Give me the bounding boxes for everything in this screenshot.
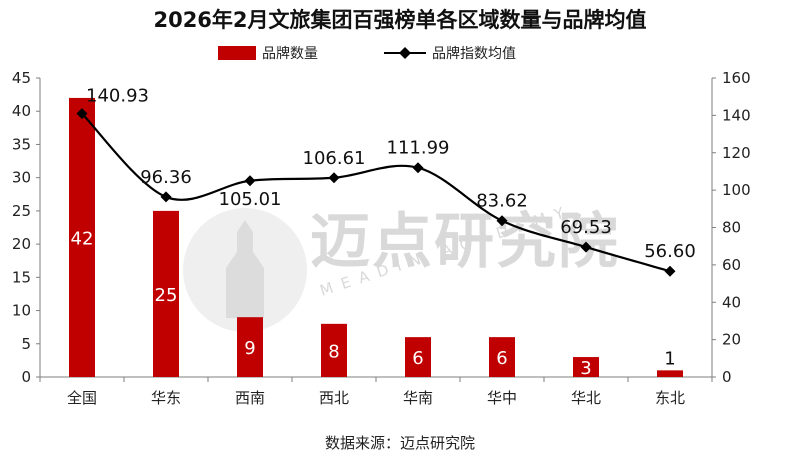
chart-source: 数据来源：迈点研究院 [324,434,475,452]
line-data-label: 69.53 [560,217,612,238]
y-left-tick-label: 40 [12,102,31,120]
y-right-tick-label: 20 [722,331,741,349]
bar [405,337,431,377]
line-point-marker [412,162,424,174]
bar-data-label: 3 [580,358,591,379]
bar [69,97,95,377]
line-data-label: 140.93 [86,86,149,107]
x-tick-label: 华中 [487,389,517,407]
x-tick-label: 华南 [403,389,433,407]
line-point-marker [244,175,256,187]
watermark-logo-tower [226,220,264,318]
bar-data-label: 42 [71,228,94,249]
x-tick-label: 东北 [655,389,685,407]
x-tick-label: 华东 [151,389,181,407]
bar [153,210,179,377]
y-right-tick-label: 160 [722,69,751,87]
y-right-tick-label: 120 [722,144,751,162]
y-left-tick-label: 10 [12,302,31,320]
line-data-label: 56.60 [644,241,696,262]
line-point-marker [328,172,340,184]
bar-data-label: 1 [664,348,675,369]
y-right-tick-label: 100 [722,181,751,199]
y-left-tick-label: 45 [12,69,31,87]
bar-data-label: 8 [328,341,339,362]
y-left-tick-label: 5 [21,335,31,353]
line-point-marker [664,265,676,277]
chart-title: 2026年2月文旅集团百强榜单各区域数量与品牌均值 [153,8,647,32]
y-right-tick-label: 0 [722,368,732,386]
bar [573,357,599,377]
y-left-tick-label: 30 [12,169,31,187]
y-right-tick-label: 40 [722,293,741,311]
bar [237,317,263,377]
bar-data-label: 6 [496,348,507,369]
y-left-tick-label: 35 [12,135,31,153]
y-left-tick-label: 25 [12,202,31,220]
x-tick-label: 全国 [67,389,97,407]
bar [489,337,515,377]
x-tick-label: 西南 [235,389,265,407]
bar-data-label: 6 [412,348,423,369]
y-right-tick-label: 140 [722,106,751,124]
bar-data-label: 25 [155,285,178,306]
x-tick-label: 西北 [319,389,349,407]
line-data-label: 111.99 [387,138,450,159]
legend-line-marker [399,47,411,59]
x-tick-label: 华北 [571,389,601,407]
legend-bar-swatch [218,46,256,60]
line-point-marker [580,241,592,253]
bar [657,370,683,377]
y-right-tick-label: 80 [722,219,741,237]
legend-line-label: 品牌指数均值 [432,45,516,62]
legend-bar-label: 品牌数量 [262,45,318,62]
y-right-tick-label: 60 [722,256,741,274]
line-point-marker [496,215,508,227]
y-left-tick-label: 0 [21,368,31,386]
bar [321,323,347,377]
line-point-marker [76,108,88,120]
line-data-label: 83.62 [476,191,528,212]
line-data-label: 105.01 [219,189,282,210]
bar-data-label: 9 [244,338,255,359]
y-left-tick-label: 20 [12,235,31,253]
y-left-tick-label: 15 [12,268,31,286]
line-point-marker [160,191,172,203]
line-data-label: 96.36 [140,167,192,188]
line-data-label: 106.61 [303,148,366,169]
